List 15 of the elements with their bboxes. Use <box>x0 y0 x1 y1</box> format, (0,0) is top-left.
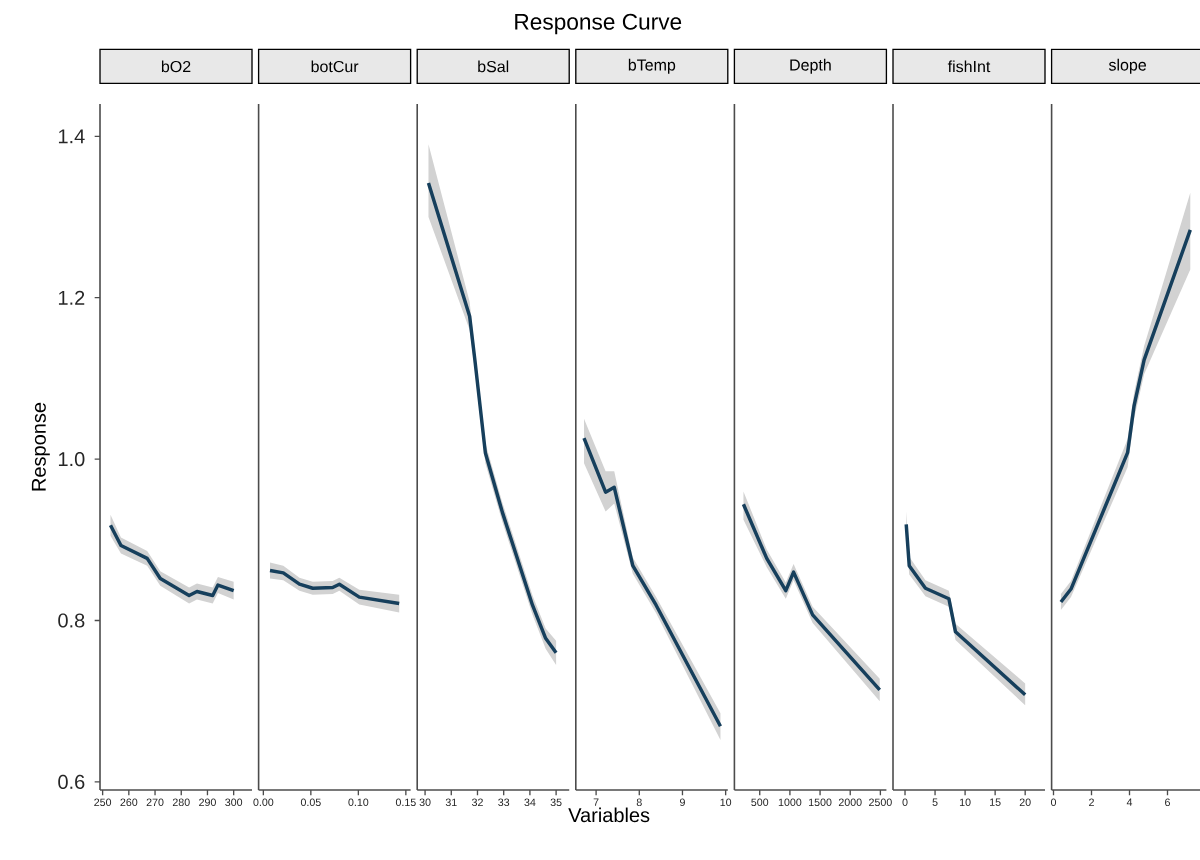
x-axis-title: Variables <box>568 807 650 823</box>
y-tick-label: 1.0 <box>58 452 85 467</box>
chart-title: bO2 <box>161 60 191 73</box>
chart-title: bTemp <box>628 58 676 74</box>
chart-title: fishInt <box>947 60 991 73</box>
text: Response Curve <box>515 13 682 35</box>
chart-title: botCur <box>311 60 359 73</box>
y-tick-label: 0.8 <box>58 613 85 628</box>
y-tick-label: 0.6 <box>58 774 85 790</box>
chart-title: slope <box>1108 58 1147 74</box>
y-axis-title: Response <box>31 402 50 491</box>
y-tick-label: 1.4 <box>58 129 85 144</box>
chart-title: Depth <box>790 58 831 74</box>
chart-title: bSal <box>478 60 509 73</box>
y-tick-label: 1.2 <box>58 290 85 305</box>
